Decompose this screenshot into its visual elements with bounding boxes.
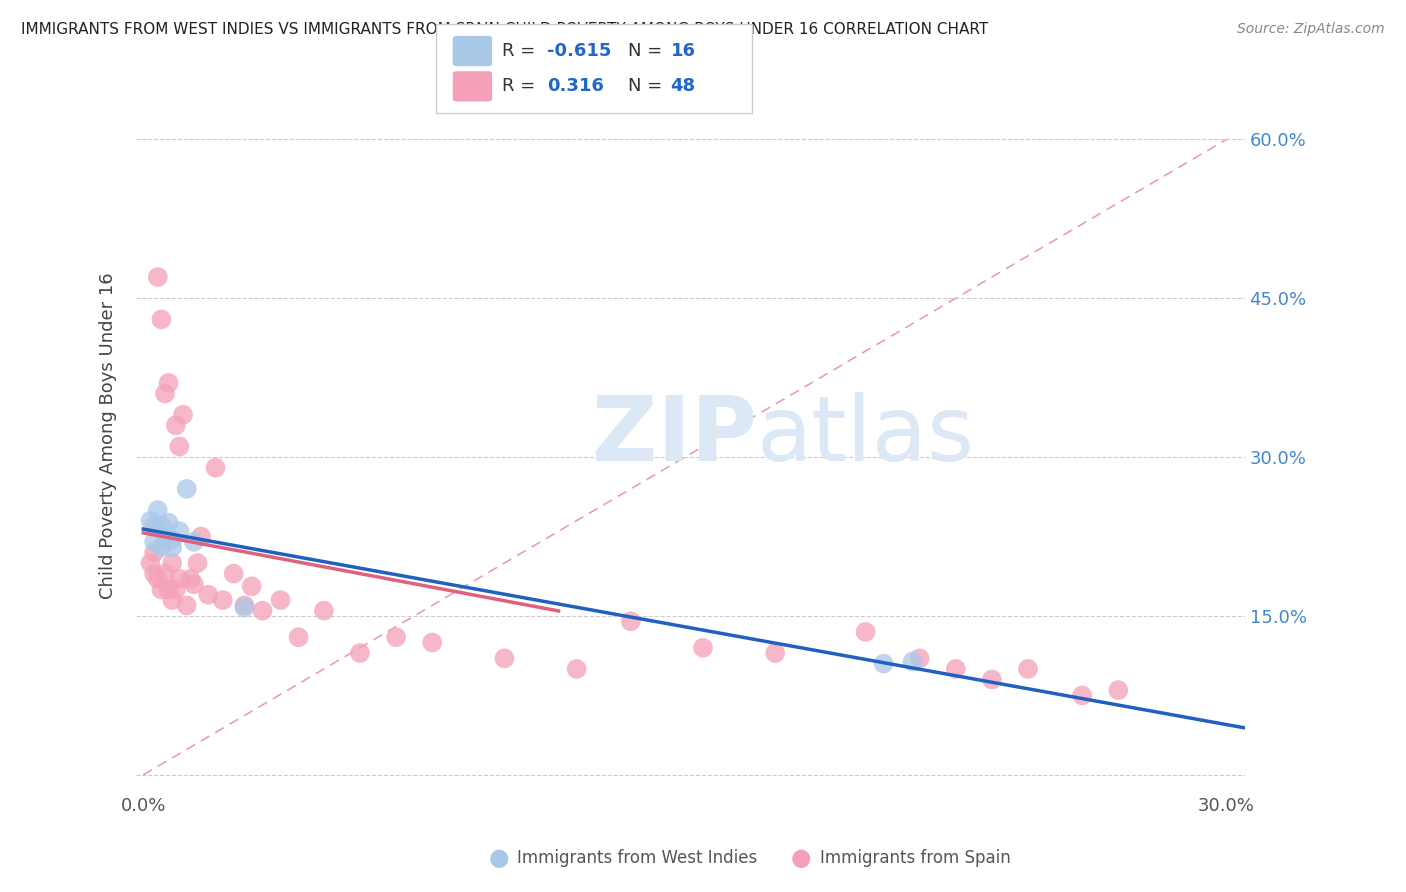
Point: [157, 376, 180, 390]
Text: Immigrants from Spain: Immigrants from Spain: [820, 849, 1011, 867]
Text: N =: N =: [628, 42, 668, 60]
Point: [287, 630, 309, 644]
Point: [146, 572, 169, 586]
Point: [157, 516, 180, 530]
Point: [157, 582, 180, 597]
Point: [252, 604, 274, 618]
Point: [183, 534, 205, 549]
Point: [146, 503, 169, 517]
Text: 48: 48: [671, 78, 696, 95]
Point: [169, 572, 191, 586]
Point: [143, 534, 166, 549]
Point: [160, 556, 183, 570]
Point: [179, 572, 201, 586]
Point: [150, 519, 173, 533]
Point: [183, 577, 205, 591]
Point: [312, 604, 335, 618]
Point: [197, 588, 219, 602]
Point: [349, 646, 371, 660]
Point: [945, 662, 967, 676]
Point: [240, 579, 263, 593]
Point: [160, 540, 183, 554]
Text: 0.316: 0.316: [547, 78, 603, 95]
Point: [908, 651, 931, 665]
Point: [565, 662, 588, 676]
Point: [143, 566, 166, 581]
Point: [1071, 689, 1094, 703]
Point: [204, 460, 226, 475]
Point: [150, 582, 173, 597]
Point: [901, 655, 924, 669]
Y-axis label: Child Poverty Among Boys Under 16: Child Poverty Among Boys Under 16: [100, 273, 117, 599]
Text: ●: ●: [489, 847, 509, 870]
Point: [143, 545, 166, 559]
Point: [420, 635, 443, 649]
Point: [172, 408, 194, 422]
Point: [150, 312, 173, 326]
Point: [176, 482, 198, 496]
Text: Source: ZipAtlas.com: Source: ZipAtlas.com: [1237, 22, 1385, 37]
Point: [165, 582, 187, 597]
Text: R =: R =: [502, 78, 541, 95]
Point: [176, 599, 198, 613]
Text: ZIP: ZIP: [592, 392, 756, 480]
Point: [1017, 662, 1039, 676]
Point: [494, 651, 516, 665]
Point: [143, 519, 166, 533]
Text: IMMIGRANTS FROM WEST INDIES VS IMMIGRANTS FROM SPAIN CHILD POVERTY AMONG BOYS UN: IMMIGRANTS FROM WEST INDIES VS IMMIGRANT…: [21, 22, 988, 37]
Point: [186, 556, 208, 570]
Point: [153, 386, 176, 401]
Point: [169, 440, 191, 454]
Point: [620, 614, 643, 628]
Point: [233, 599, 256, 613]
Point: [160, 593, 183, 607]
Text: R =: R =: [502, 42, 541, 60]
Text: 16: 16: [671, 42, 696, 60]
Point: [222, 566, 245, 581]
Point: [1107, 683, 1129, 698]
Text: N =: N =: [628, 78, 668, 95]
Text: -0.615: -0.615: [547, 42, 612, 60]
Point: [139, 514, 162, 528]
Point: [153, 529, 176, 543]
Point: [385, 630, 408, 644]
Point: [855, 624, 877, 639]
Point: [233, 600, 256, 615]
Text: ●: ●: [792, 847, 811, 870]
Point: [692, 640, 714, 655]
Point: [980, 673, 1002, 687]
Text: atlas: atlas: [756, 392, 974, 480]
Point: [160, 533, 183, 547]
Point: [190, 529, 212, 543]
Point: [139, 556, 162, 570]
Point: [150, 540, 173, 554]
Point: [165, 418, 187, 433]
Point: [763, 646, 786, 660]
Point: [872, 657, 894, 671]
Text: Immigrants from West Indies: Immigrants from West Indies: [517, 849, 758, 867]
Point: [270, 593, 292, 607]
Point: [153, 566, 176, 581]
Point: [211, 593, 233, 607]
Point: [146, 270, 169, 285]
Point: [169, 524, 191, 539]
